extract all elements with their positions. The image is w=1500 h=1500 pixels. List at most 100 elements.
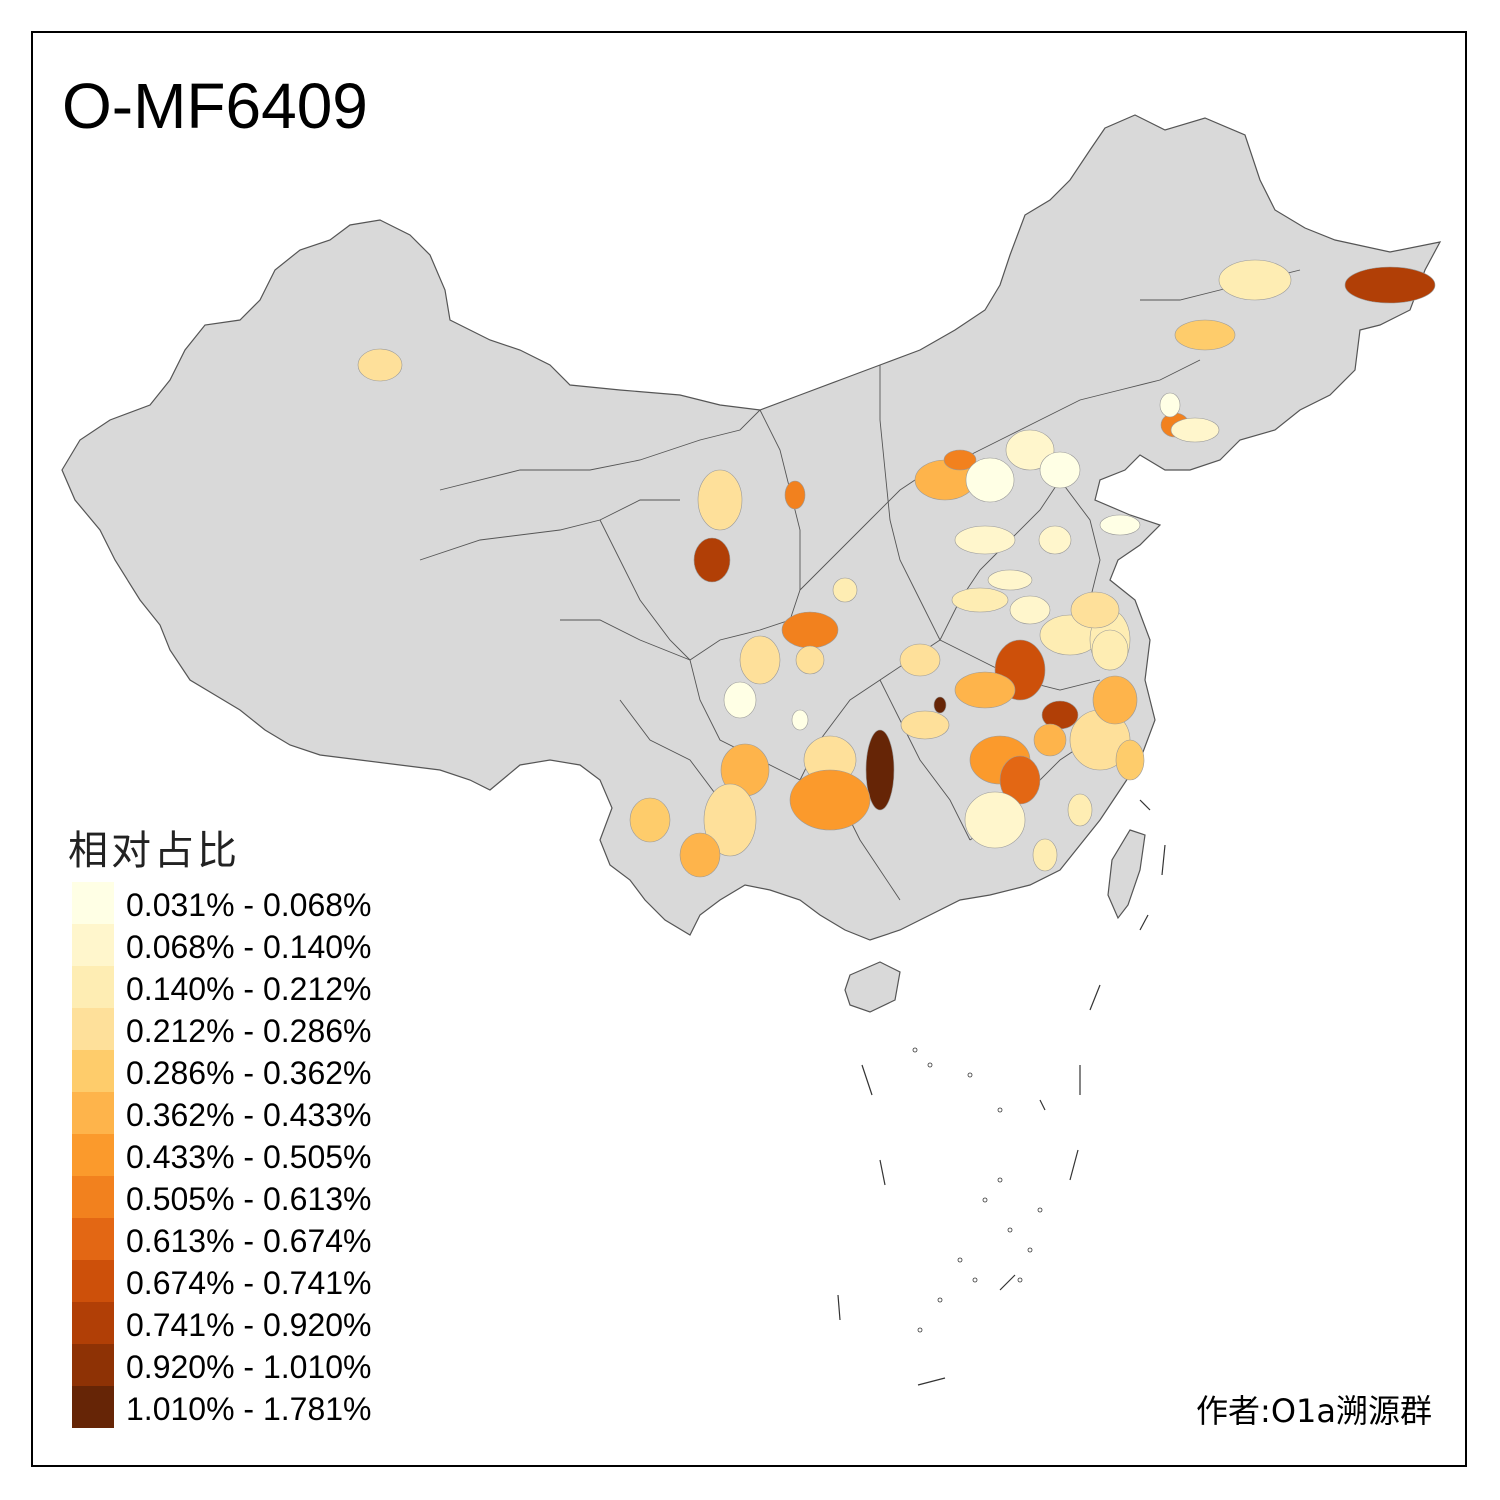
island-marker xyxy=(917,1327,923,1333)
map-title: O-MF6409 xyxy=(62,70,368,142)
prefecture-region xyxy=(1115,739,1145,781)
prefecture-region xyxy=(1092,675,1138,725)
legend-swatch xyxy=(72,1008,114,1050)
prefecture-region xyxy=(1005,429,1055,471)
author-credit: 作者:O1a溯源群 xyxy=(1196,1392,1432,1430)
legend-swatch xyxy=(72,882,114,924)
island-marker xyxy=(967,1072,973,1078)
prefecture-region xyxy=(791,709,809,731)
island-marker xyxy=(972,1277,978,1283)
nine-dash-segment xyxy=(917,1377,946,1386)
island-marker xyxy=(997,1177,1003,1183)
legend-swatch xyxy=(72,1302,114,1344)
island-marker xyxy=(1027,1247,1033,1253)
prefecture-region xyxy=(795,645,825,675)
legend-label: 0.613% - 0.674% xyxy=(126,1223,372,1259)
legend-label: 0.286% - 0.362% xyxy=(126,1055,372,1091)
prefecture-region xyxy=(943,449,977,471)
legend-item: 0.741% - 0.920% xyxy=(72,1302,432,1344)
prefecture-region xyxy=(954,671,1016,709)
legend-title: 相对占比 xyxy=(68,828,240,874)
prefecture-region xyxy=(1039,451,1081,489)
island-marker xyxy=(1007,1227,1013,1233)
prefecture-region xyxy=(900,710,950,740)
legend-swatch xyxy=(72,1134,114,1176)
prefecture-region xyxy=(865,729,895,811)
map-frame xyxy=(31,31,1467,1467)
legend-label: 0.140% - 0.212% xyxy=(126,971,372,1007)
prefecture-region xyxy=(693,537,731,583)
prefecture-region xyxy=(1344,266,1436,304)
legend-swatch xyxy=(72,1050,114,1092)
prefecture-region xyxy=(739,635,781,685)
prefecture-region xyxy=(987,569,1033,591)
legend-item: 0.505% - 0.613% xyxy=(72,1176,432,1218)
legend-swatch xyxy=(72,1218,114,1260)
prefecture-region xyxy=(1159,392,1181,418)
prefecture-region xyxy=(954,525,1016,555)
prefecture-region xyxy=(357,348,403,382)
prefecture-region xyxy=(964,791,1026,849)
island-marker xyxy=(912,1047,918,1053)
legend-swatch xyxy=(72,1344,114,1386)
prefecture-region xyxy=(679,832,721,878)
prefecture-region xyxy=(951,587,1009,613)
island-marker xyxy=(997,1107,1003,1113)
prefecture-region xyxy=(933,696,947,714)
nine-dash-segment xyxy=(837,1294,841,1321)
legend-item: 0.140% - 0.212% xyxy=(72,966,432,1008)
legend-item: 0.433% - 0.505% xyxy=(72,1134,432,1176)
legend-item: 0.031% - 0.068% xyxy=(72,882,432,924)
island-marker xyxy=(1037,1207,1043,1213)
prefecture-region xyxy=(1038,525,1072,555)
legend-swatch xyxy=(72,966,114,1008)
prefecture-region xyxy=(1032,838,1058,872)
nine-dash-segment xyxy=(1139,799,1151,811)
prefecture-region xyxy=(781,611,839,649)
prefecture-region xyxy=(1070,591,1120,629)
legend-item: 0.613% - 0.674% xyxy=(72,1218,432,1260)
legend-item: 0.674% - 0.741% xyxy=(72,1260,432,1302)
island-marker xyxy=(957,1257,963,1263)
island-marker xyxy=(937,1297,943,1303)
prefecture-region xyxy=(723,681,757,719)
prefecture-region xyxy=(789,769,871,831)
legend-label: 0.031% - 0.068% xyxy=(126,887,372,923)
nine-dash-segment xyxy=(861,1064,873,1096)
legend-swatch xyxy=(72,1092,114,1134)
legend-label: 0.068% - 0.140% xyxy=(126,929,372,965)
nine-dash-segment xyxy=(1161,844,1166,876)
nine-dash-segment xyxy=(879,1159,886,1186)
nine-dash-segment xyxy=(999,1274,1016,1291)
prefecture-region xyxy=(697,469,743,531)
island-marker xyxy=(927,1062,933,1068)
prefecture-region xyxy=(1099,514,1141,536)
legend-item: 0.068% - 0.140% xyxy=(72,924,432,966)
legend-label: 0.212% - 0.286% xyxy=(126,1013,372,1049)
prefecture-region xyxy=(629,797,671,843)
prefecture-region xyxy=(832,577,858,603)
legend-label: 0.741% - 0.920% xyxy=(126,1307,372,1343)
prefecture-region xyxy=(899,643,941,677)
prefecture-region xyxy=(1091,629,1129,671)
taiwan-island xyxy=(1107,829,1146,920)
legend-swatch xyxy=(72,1260,114,1302)
nine-dash-segment xyxy=(1139,914,1149,931)
prefecture-region xyxy=(1218,259,1292,301)
island-marker xyxy=(982,1197,988,1203)
legend: 0.031% - 0.068% 0.068% - 0.140% 0.140% -… xyxy=(72,882,432,1428)
prefecture-region xyxy=(1009,595,1051,625)
legend-label: 0.505% - 0.613% xyxy=(126,1181,372,1217)
legend-swatch xyxy=(72,924,114,966)
legend-item: 0.362% - 0.433% xyxy=(72,1092,432,1134)
prefecture-region xyxy=(1067,793,1093,827)
legend-item: 0.286% - 0.362% xyxy=(72,1050,432,1092)
legend-label: 1.010% - 1.781% xyxy=(126,1391,372,1427)
prefecture-region xyxy=(1174,319,1236,351)
legend-label: 0.433% - 0.505% xyxy=(126,1139,372,1175)
prefecture-region xyxy=(965,457,1015,503)
nine-dash-segment xyxy=(1089,984,1101,1011)
legend-swatch xyxy=(72,1386,114,1428)
legend-label: 0.920% - 1.010% xyxy=(126,1349,372,1385)
